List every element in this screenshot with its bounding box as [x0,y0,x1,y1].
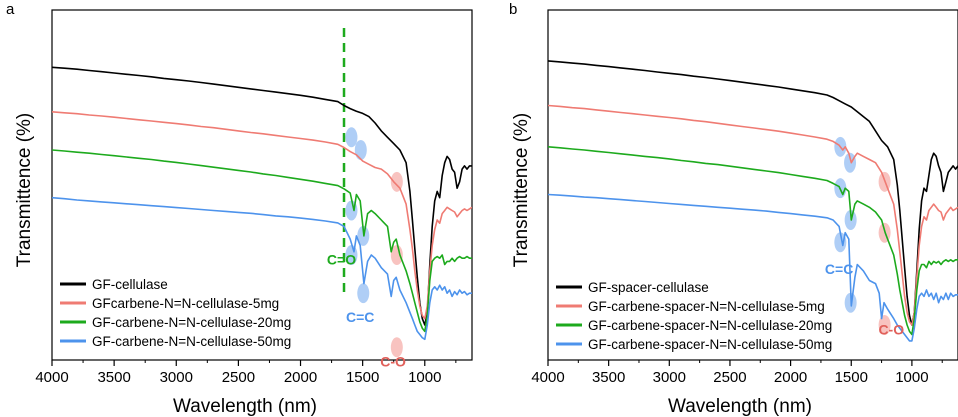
plot-frame [547,9,958,361]
panel-a: a 4000 3500 3000 2500 2000 1500 1000 C=O C=C C-O G… [6,1,473,417]
x-tick-label: 3500 [592,369,625,386]
plot-frame [51,9,473,361]
panel-a-ylabel: Transmittence (%) [14,113,35,268]
peak-annotation: C=C [346,309,374,325]
panel-b-plot: 4000 3500 3000 2500 2000 1500 1000 C=C C-O GF-spa… [531,9,958,386]
peak-annotation: C=O [327,252,356,268]
legend: GF-spacer-cellulase GF-carbene-spacer-N=N… [556,280,832,352]
series-line-1 [52,66,472,326]
x-tick-label: 1000 [895,369,928,386]
plot-area [548,60,958,342]
peak-highlight-marker [390,171,403,192]
legend-entry: GF-carbene-spacer-N=N-cellulase-20mg [588,318,832,333]
panel-b-label: b [509,1,517,18]
peak-highlight-marker [357,283,370,304]
x-tick-label: 4000 [531,369,564,386]
legend-entry: GF-spacer-cellulase [588,280,709,295]
plot-area [52,28,472,358]
peak-highlight-marker [345,127,358,148]
peak-highlight-marker [844,152,857,173]
series-line-2 [548,104,958,326]
legend-entry: GFcarbene-N=N-cellulase-5mg [92,296,279,311]
series-line-1 [548,60,958,326]
peak-highlight-marker [390,245,403,265]
x-tick-label: 1000 [408,369,441,386]
series-line-3 [548,146,958,336]
x-tick-label: 2500 [222,369,255,386]
x-tick-label: 1500 [346,369,379,386]
x-tick-label: 3000 [653,369,686,386]
x-tick-label: 3500 [97,369,130,386]
panel-a-label: a [6,1,15,18]
peak-annotation: C-O [878,322,904,338]
series-line-4 [52,196,472,341]
panel-a-plot: 4000 3500 3000 2500 2000 1500 1000 C=O C=C C-O GF-… [35,9,473,386]
panel-a-xlabel: Wavelength (nm) [173,396,317,417]
x-tick-label: 1500 [835,369,868,386]
legend: GF-cellulase GFcarbene-N=N-cellulase-5mg G… [60,277,291,349]
x-tick-label: 2000 [774,369,807,386]
peak-highlight-marker [834,232,847,253]
legend-entry: GF-carbene-spacer-N=N-cellulase-5mg [588,299,825,314]
peak-highlight-marker [390,337,403,358]
peak-highlight-marker [354,140,367,160]
series-line-3 [52,149,472,333]
x-tick-label: 2500 [713,369,746,386]
x-tick-label: 3000 [160,369,193,386]
legend-entry: GF-cellulase [92,277,168,292]
x-tick-label: 4000 [35,369,68,386]
peak-annotation: C=C [825,261,853,277]
panel-b-xlabel: Wavelength (nm) [668,396,812,417]
x-tick-label: 2000 [284,369,317,386]
legend-entry: GF-carbene-N=N-cellulase-50mg [92,334,291,349]
peak-highlight-marker [878,315,891,335]
legend-entry: GF-carbene-N=N-cellulase-20mg [92,315,291,330]
panel-b-ylabel: Transmittence (%) [511,113,532,268]
series-line-4 [548,193,958,342]
peak-annotation: C-O [380,353,406,369]
series-line-2 [52,111,472,320]
legend-entry: GF-carbene-spacer-N=N-cellulase-50mg [588,337,832,352]
panel-b: b 4000 3500 3000 2500 2000 1500 1000 C=C C-O GF-s… [509,1,958,417]
